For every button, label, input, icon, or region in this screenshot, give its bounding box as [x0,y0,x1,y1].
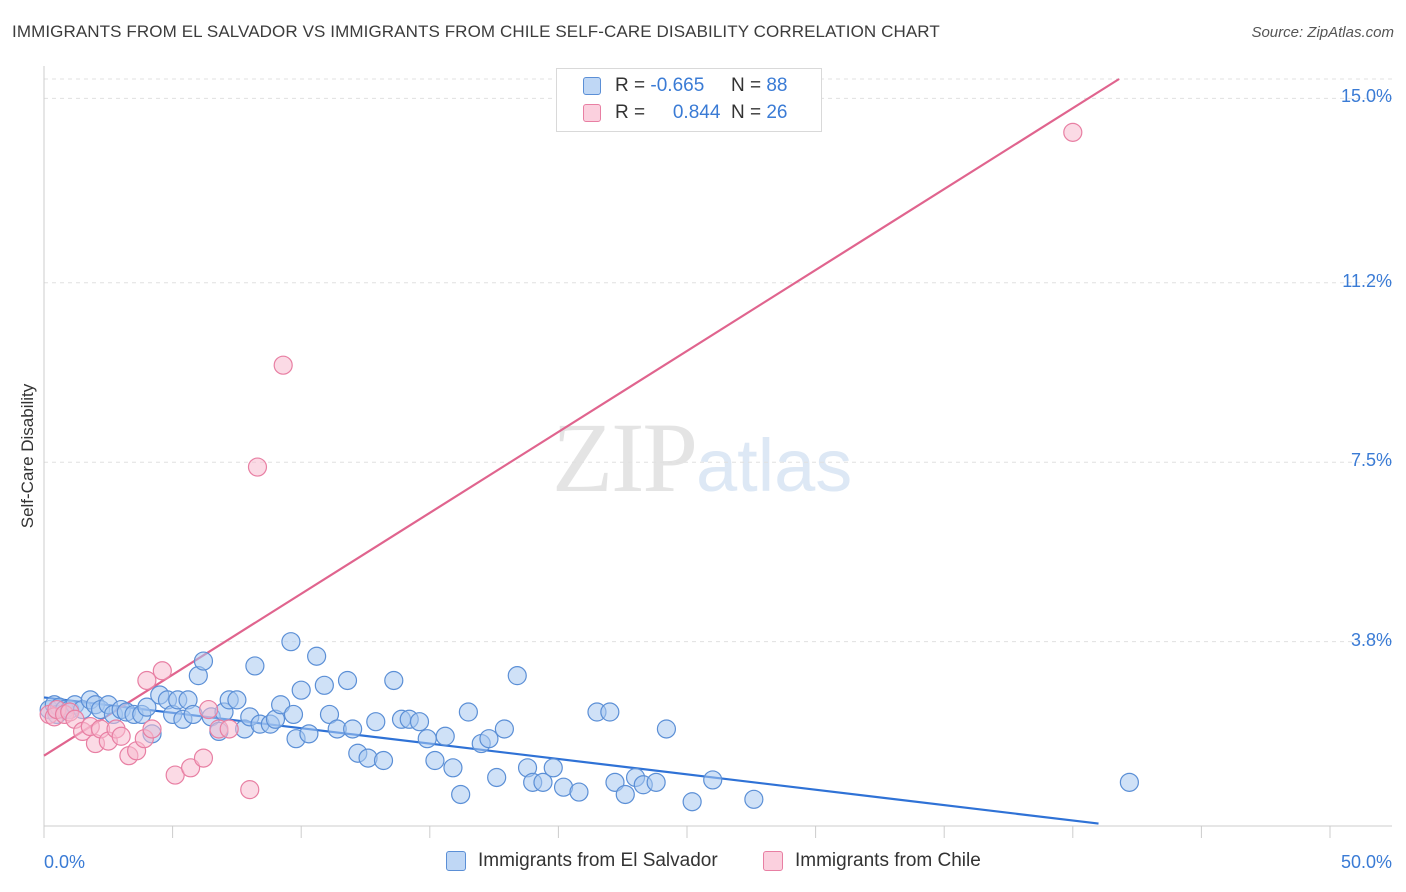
y-tick-label-3: 15.0% [1340,86,1392,107]
watermark-atlas: atlas [696,424,853,507]
point-el-salvador-86 [1119,772,1139,792]
point-el-salvador-17 [137,697,157,717]
point-chile-18 [152,661,172,681]
y-tick-label-1: 7.5% [1350,450,1392,471]
chart-source: Source: ZipAtlas.com [1251,24,1394,41]
series-legend-el-salvador: Immigrants from El Salvador [446,850,718,872]
point-el-salvador-39 [271,695,291,715]
point-el-salvador-84 [703,770,723,790]
legend-swatch-blue [583,77,601,95]
point-el-salvador-67 [494,719,514,739]
legend-n-value-2: 26 [766,102,788,123]
legend-r-label: R = [615,75,646,96]
point-el-salvador-40 [281,632,301,652]
point-chile-25 [247,457,268,477]
point-el-salvador-62 [451,784,471,805]
legend-r-value-2: 0.844 [672,102,721,123]
series-swatch-blue [446,851,466,871]
legend-n-label: N = [730,75,762,96]
point-el-salvador-54 [384,670,404,691]
point-el-salvador-74 [569,782,589,802]
series-swatch-pink [763,851,783,871]
legend-n-value-1: 88 [766,75,788,96]
point-chile-16 [137,670,157,691]
point-el-salvador-45 [314,675,334,695]
point-el-salvador-71 [533,772,553,792]
point-chile-21 [193,748,214,768]
point-el-salvador-66 [487,767,507,788]
point-el-salvador-65 [479,729,499,749]
y-axis-label: Self-Care Disability [18,383,37,529]
series-legend-chile: Immigrants from Chile [763,850,981,872]
x-tick-label-max: 50.0% [1340,852,1392,872]
grid-lines [44,78,1392,643]
point-el-salvador-58 [417,729,437,749]
point-el-salvador-78 [615,784,635,805]
point-el-salvador-49 [343,719,363,739]
point-chile-27 [1063,122,1083,142]
point-chile-17 [142,719,162,739]
point-chile-28 [199,699,219,720]
y-tick-label-0: 3.8% [1350,629,1392,650]
legend-r-label: R = [615,102,646,123]
point-el-salvador-85 [744,789,764,809]
point-el-salvador-87 [283,704,304,725]
point-el-salvador-68 [507,666,527,686]
series-legend: Immigrants from El Salvador Immigrants f… [0,850,1406,878]
legend-r-value-1: -0.665 [650,75,705,96]
point-el-salvador-43 [299,724,319,744]
legend-row-el-salvador: R = -0.665 N = 88 [583,74,787,98]
point-el-salvador-42 [291,680,311,700]
correlation-legend: R = -0.665 N = 88 R = 0.844 N = 26 [556,68,822,132]
x-tick-label-min: 0.0% [44,852,86,872]
point-chile-24 [240,780,260,800]
point-el-salvador-63 [458,702,478,722]
point-el-salvador-82 [656,719,677,739]
point-chile-12 [111,726,131,746]
point-el-salvador-81 [646,772,666,792]
point-el-salvador-59 [425,750,445,771]
y-tick-label-2: 11.2% [1342,270,1392,291]
series-legend-label-2: Immigrants from Chile [795,850,981,871]
chart-title: IMMIGRANTS FROM EL SALVADOR VS IMMIGRANT… [12,22,940,41]
point-el-salvador-44 [307,646,327,666]
point-el-salvador-27 [193,651,214,671]
legend-row-chile: R = 0.844 N = 26 [583,101,787,125]
point-el-salvador-76 [600,702,620,722]
point-el-salvador-57 [409,712,430,732]
data-points [39,122,1139,812]
watermark: ZIPatlas [552,400,852,515]
point-chile-19 [165,765,185,785]
point-el-salvador-60 [435,726,455,746]
point-el-salvador-35 [245,656,265,676]
point-el-salvador-83 [682,792,702,812]
point-el-salvador-53 [373,750,394,771]
point-el-salvador-32 [227,690,247,710]
point-el-salvador-61 [443,758,463,778]
series-legend-label-1: Immigrants from El Salvador [478,850,718,871]
legend-swatch-pink [583,104,601,122]
point-chile-20 [181,758,201,778]
legend-n-label: N = [730,102,762,123]
axes [43,66,1392,838]
trend-line-chile [43,78,1120,757]
point-el-salvador-52 [366,712,386,732]
point-el-salvador-72 [543,758,563,778]
point-el-salvador-48 [337,670,358,691]
point-chile-23 [219,719,239,739]
point-chile-26 [273,355,293,375]
